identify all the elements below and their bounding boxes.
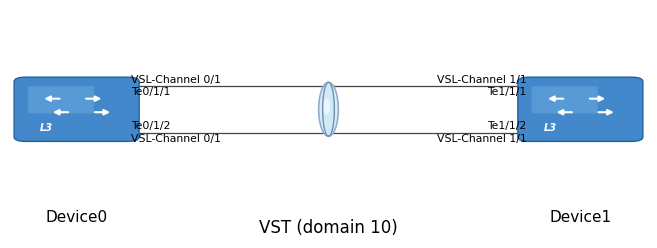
Text: VSL-Channel 1/1: VSL-Channel 1/1 — [437, 75, 526, 85]
Text: VSL-Channel 0/1: VSL-Channel 0/1 — [131, 134, 221, 144]
Text: Te1/1/2: Te1/1/2 — [487, 121, 526, 131]
Polygon shape — [323, 82, 334, 136]
Text: Te1/1/1: Te1/1/1 — [487, 87, 526, 97]
Text: Te0/1/2: Te0/1/2 — [131, 121, 170, 131]
FancyBboxPatch shape — [14, 77, 139, 141]
Text: VSL-Channel 0/1: VSL-Channel 0/1 — [131, 75, 221, 85]
Ellipse shape — [323, 98, 330, 115]
FancyBboxPatch shape — [532, 86, 598, 114]
Text: VST (domain 10): VST (domain 10) — [259, 219, 398, 237]
FancyBboxPatch shape — [523, 79, 638, 139]
Text: L3: L3 — [543, 123, 556, 133]
FancyBboxPatch shape — [28, 86, 94, 114]
Text: Device1: Device1 — [549, 210, 612, 225]
Text: VSL-Channel 1/1: VSL-Channel 1/1 — [437, 134, 526, 144]
Text: Te0/1/1: Te0/1/1 — [131, 87, 170, 97]
Ellipse shape — [319, 82, 338, 136]
Text: Device0: Device0 — [45, 210, 108, 225]
FancyBboxPatch shape — [518, 77, 643, 141]
Text: L3: L3 — [40, 123, 53, 133]
FancyBboxPatch shape — [19, 79, 134, 139]
